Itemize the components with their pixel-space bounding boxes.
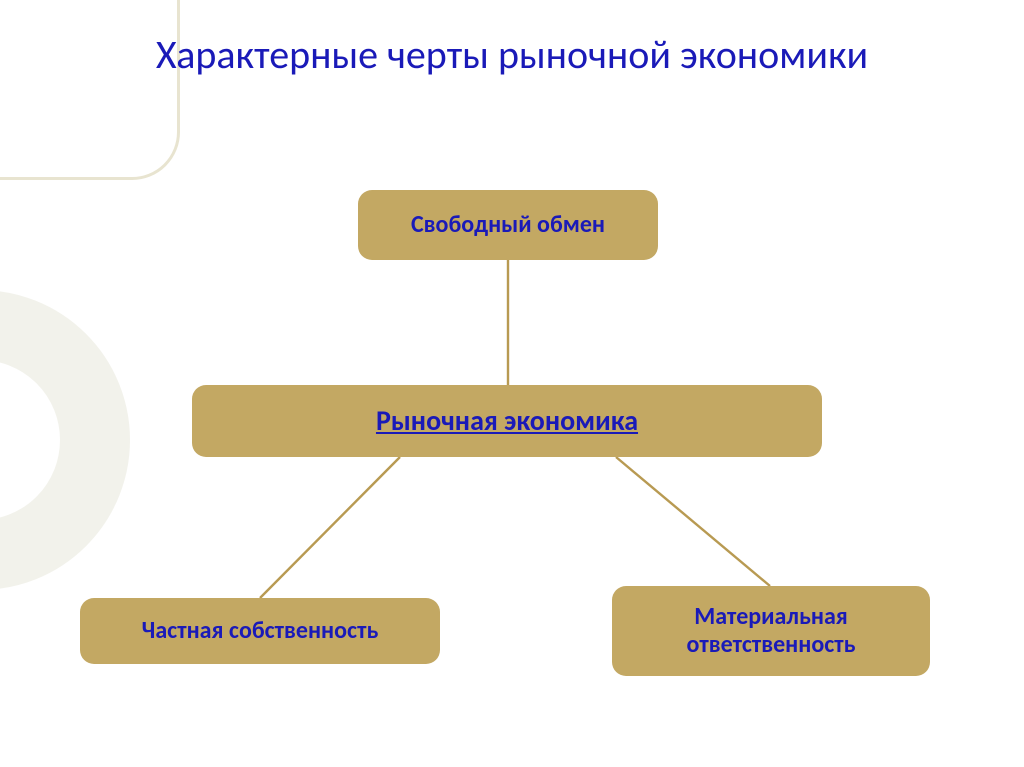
diagram-node-right: Материальная ответственность bbox=[612, 586, 930, 676]
diagram-node-root: Свободный обмен bbox=[358, 190, 658, 260]
corner-ornament bbox=[0, 0, 180, 180]
page-title: Характерные черты рыночной экономики bbox=[0, 30, 1024, 80]
diagram-node-left: Частная собственность bbox=[80, 598, 440, 664]
diagram-node-label: Материальная ответственность bbox=[632, 603, 910, 658]
diagram-node-center: Рыночная экономика bbox=[192, 385, 822, 457]
connector bbox=[616, 457, 770, 586]
connector bbox=[260, 457, 400, 598]
diagram-node-label: Частная собственность bbox=[142, 617, 379, 645]
ring-ornament bbox=[0, 290, 130, 590]
diagram-node-label: Рыночная экономика bbox=[376, 405, 638, 437]
diagram-node-label: Свободный обмен bbox=[411, 211, 605, 239]
